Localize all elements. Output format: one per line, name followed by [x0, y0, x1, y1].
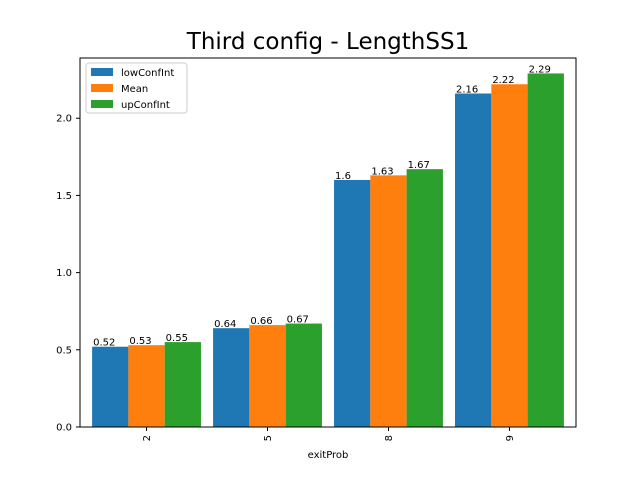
legend-entry: lowConfInt	[121, 68, 174, 79]
bar	[213, 328, 250, 427]
x-axis: 2 5 8 9	[142, 427, 516, 441]
bar-value-label: 1.6	[335, 171, 351, 182]
bar-value-label: 0.55	[166, 333, 188, 344]
x-axis-label: exitProb	[308, 450, 349, 461]
bars-group	[92, 73, 564, 428]
bar-value-label: 1.67	[408, 160, 430, 171]
plot-area-frame	[79, 57, 577, 428]
x-tick-label: 2	[142, 435, 153, 441]
bar	[527, 73, 564, 427]
legend-swatch	[91, 100, 113, 108]
bar	[128, 345, 165, 427]
bar-value-label: 2.16	[456, 85, 478, 96]
y-axis: 0.0 0.5 1.0 1.5 2.0	[56, 114, 80, 434]
bar	[164, 342, 201, 427]
legend-entry: upConfInt	[121, 100, 170, 111]
bar	[92, 346, 129, 427]
bar-value-label: 0.67	[287, 315, 309, 326]
legend-entry: Mean	[121, 84, 148, 95]
x-tick-label: 9	[505, 435, 516, 441]
legend-swatch	[91, 68, 113, 76]
bar	[249, 325, 286, 427]
y-tick-label: 2.0	[56, 114, 72, 125]
bar	[455, 93, 492, 427]
bar	[285, 323, 322, 427]
y-tick-label: 1.0	[56, 268, 72, 279]
bar-labels-group: 0.52 0.53 0.55 0.64 0.66 0.67 1.6 1.63 1.67 2.16 2…	[93, 64, 551, 348]
bar-value-label: 1.63	[371, 166, 393, 177]
bar	[406, 169, 443, 427]
bar	[370, 175, 407, 427]
y-tick-label: 1.5	[56, 191, 72, 202]
bar-value-label: 0.66	[250, 316, 272, 327]
bar-value-label: 0.52	[93, 338, 115, 349]
bar-value-label: 2.22	[492, 75, 514, 86]
legend-swatch	[91, 84, 113, 92]
x-tick-label: 5	[263, 435, 274, 441]
y-tick-label: 0.0	[56, 423, 72, 434]
y-tick-label: 0.5	[56, 345, 72, 356]
x-tick-label: 8	[384, 435, 395, 441]
chart-title: Third config - LengthSS1	[186, 29, 469, 55]
bar	[491, 84, 528, 428]
bar-value-label: 0.64	[214, 319, 236, 330]
legend: lowConfInt Mean upConfInt	[85, 62, 188, 114]
bar	[334, 179, 371, 427]
bar-value-label: 0.53	[129, 336, 151, 347]
bar-value-label: 2.29	[529, 64, 551, 75]
